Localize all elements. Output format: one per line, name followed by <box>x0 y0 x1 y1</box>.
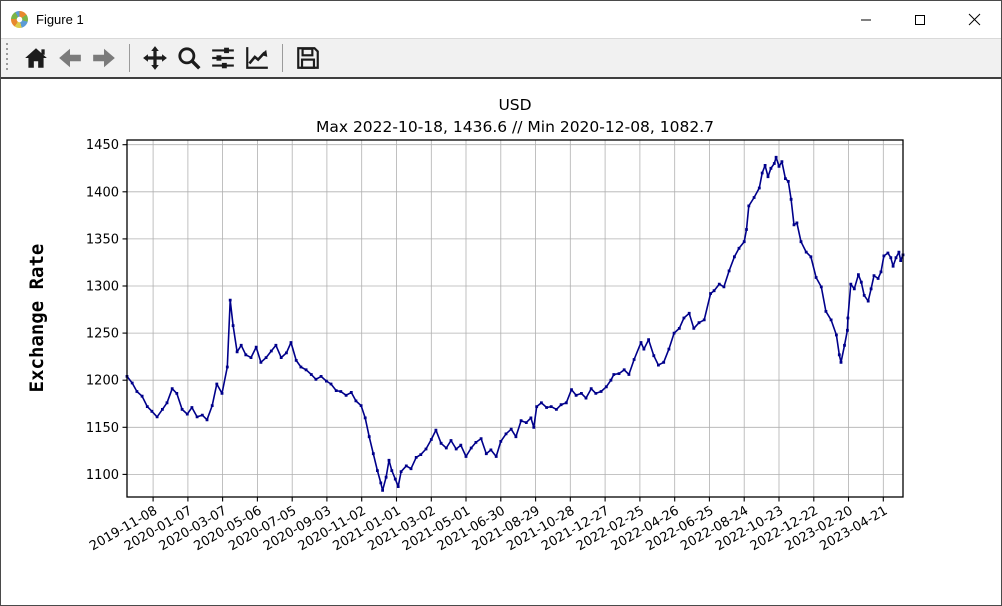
minimize-icon <box>861 19 871 20</box>
configure-subplots-button[interactable] <box>206 41 240 75</box>
y-tick-label: 1150 <box>86 421 119 436</box>
line-chart-icon <box>246 47 268 69</box>
series-line <box>126 156 904 492</box>
y-tick-label: 1250 <box>86 327 119 342</box>
navigation-toolbar <box>1 38 1001 79</box>
y-axis-label: Exchange Rate <box>26 244 48 393</box>
maximize-button[interactable] <box>893 1 947 38</box>
pan-button[interactable] <box>138 41 172 75</box>
window-title: Figure 1 <box>36 12 84 27</box>
toolbar-drag-handle[interactable] <box>4 43 10 73</box>
home-button[interactable] <box>19 41 53 75</box>
chart-title: USD <box>498 96 531 114</box>
pan-move-icon <box>143 46 167 70</box>
close-button[interactable] <box>947 1 1001 38</box>
close-icon <box>968 13 980 26</box>
zoom-button[interactable] <box>172 41 206 75</box>
window-controls <box>839 1 1001 38</box>
forward-arrow-icon <box>93 48 115 68</box>
toolbar-separator <box>282 44 283 72</box>
save-floppy-icon <box>297 47 319 69</box>
plot-frame <box>126 139 904 498</box>
save-button[interactable] <box>291 41 325 75</box>
y-tick-label: 1100 <box>86 468 119 483</box>
title-bar[interactable]: Figure 1 <box>1 1 1001 38</box>
y-tick-label: 1300 <box>86 280 119 295</box>
home-icon <box>25 48 47 68</box>
minimize-button[interactable] <box>839 1 893 38</box>
magnifier-icon <box>178 47 201 70</box>
sliders-icon <box>212 47 234 69</box>
matplotlib-logo-icon <box>11 11 28 28</box>
y-tick-label: 1400 <box>86 185 119 200</box>
y-tick-label: 1450 <box>86 138 119 153</box>
y-tick-label: 1200 <box>86 374 119 389</box>
forward-button[interactable] <box>87 41 121 75</box>
back-button[interactable] <box>53 41 87 75</box>
back-arrow-icon <box>59 48 81 68</box>
toolbar-separator <box>129 44 130 72</box>
maximize-icon <box>915 14 925 25</box>
series-markers <box>125 155 905 492</box>
figure-canvas[interactable]: 2019-11-08 2020-01-07 2020-03-07 2020-05-06… <box>1 79 1001 604</box>
chart-subtitle: Max 2022-10-18, 1436.6 // Min 2020-12-08… <box>316 118 714 136</box>
edit-axis-button[interactable] <box>240 41 274 75</box>
plot-svg: 2019-11-082020-01-072020-03-072020-05-06… <box>26 96 905 554</box>
y-tick-label: 1350 <box>86 232 119 247</box>
